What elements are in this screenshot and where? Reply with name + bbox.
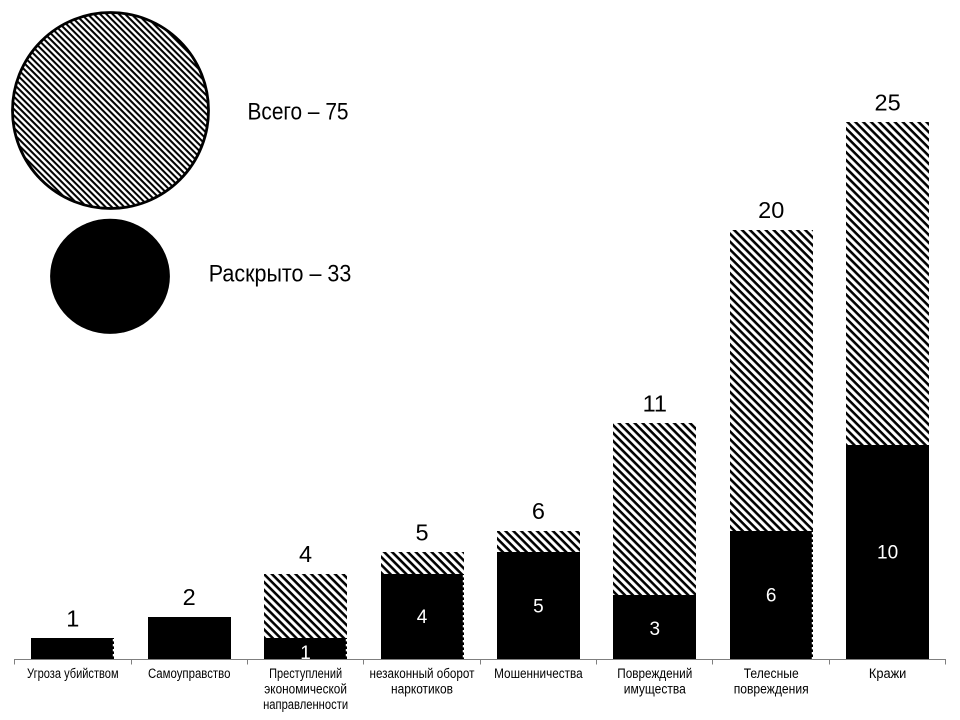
svg-text:6: 6 — [532, 498, 545, 524]
svg-text:Мошенничества: Мошенничества — [494, 666, 583, 681]
svg-text:Угроза убийством: Угроза убийством — [27, 666, 119, 681]
svg-text:3: 3 — [650, 619, 661, 640]
svg-text:5: 5 — [533, 596, 544, 617]
svg-text:4: 4 — [417, 607, 428, 628]
svg-text:Раскрыто – 33: Раскрыто – 33 — [209, 260, 351, 287]
svg-text:Всего – 75: Всего – 75 — [248, 98, 349, 125]
svg-text:Самоуправство: Самоуправство — [148, 666, 231, 681]
svg-text:2: 2 — [183, 584, 196, 610]
svg-text:незаконный оборот: незаконный оборот — [370, 666, 475, 681]
svg-text:5: 5 — [415, 520, 428, 546]
svg-text:1: 1 — [66, 606, 79, 632]
svg-text:1: 1 — [300, 643, 311, 664]
svg-text:11: 11 — [643, 391, 667, 417]
svg-text:Преступлений: Преступлений — [269, 666, 342, 681]
svg-text:Повреждений: Повреждений — [617, 666, 692, 681]
svg-text:10: 10 — [877, 543, 898, 564]
svg-text:наркотиков: наркотиков — [391, 682, 453, 697]
svg-text:экономической: экономической — [264, 682, 347, 697]
svg-text:повреждения: повреждения — [734, 682, 809, 697]
svg-text:направленности: направленности — [263, 697, 348, 712]
svg-text:20: 20 — [758, 197, 784, 223]
svg-text:Кражи: Кражи — [869, 666, 907, 681]
svg-text:6: 6 — [766, 586, 777, 607]
svg-text:имущества: имущества — [624, 682, 686, 697]
svg-text:25: 25 — [875, 90, 901, 116]
svg-text:4: 4 — [299, 541, 312, 567]
svg-text:Телесные: Телесные — [744, 666, 799, 681]
